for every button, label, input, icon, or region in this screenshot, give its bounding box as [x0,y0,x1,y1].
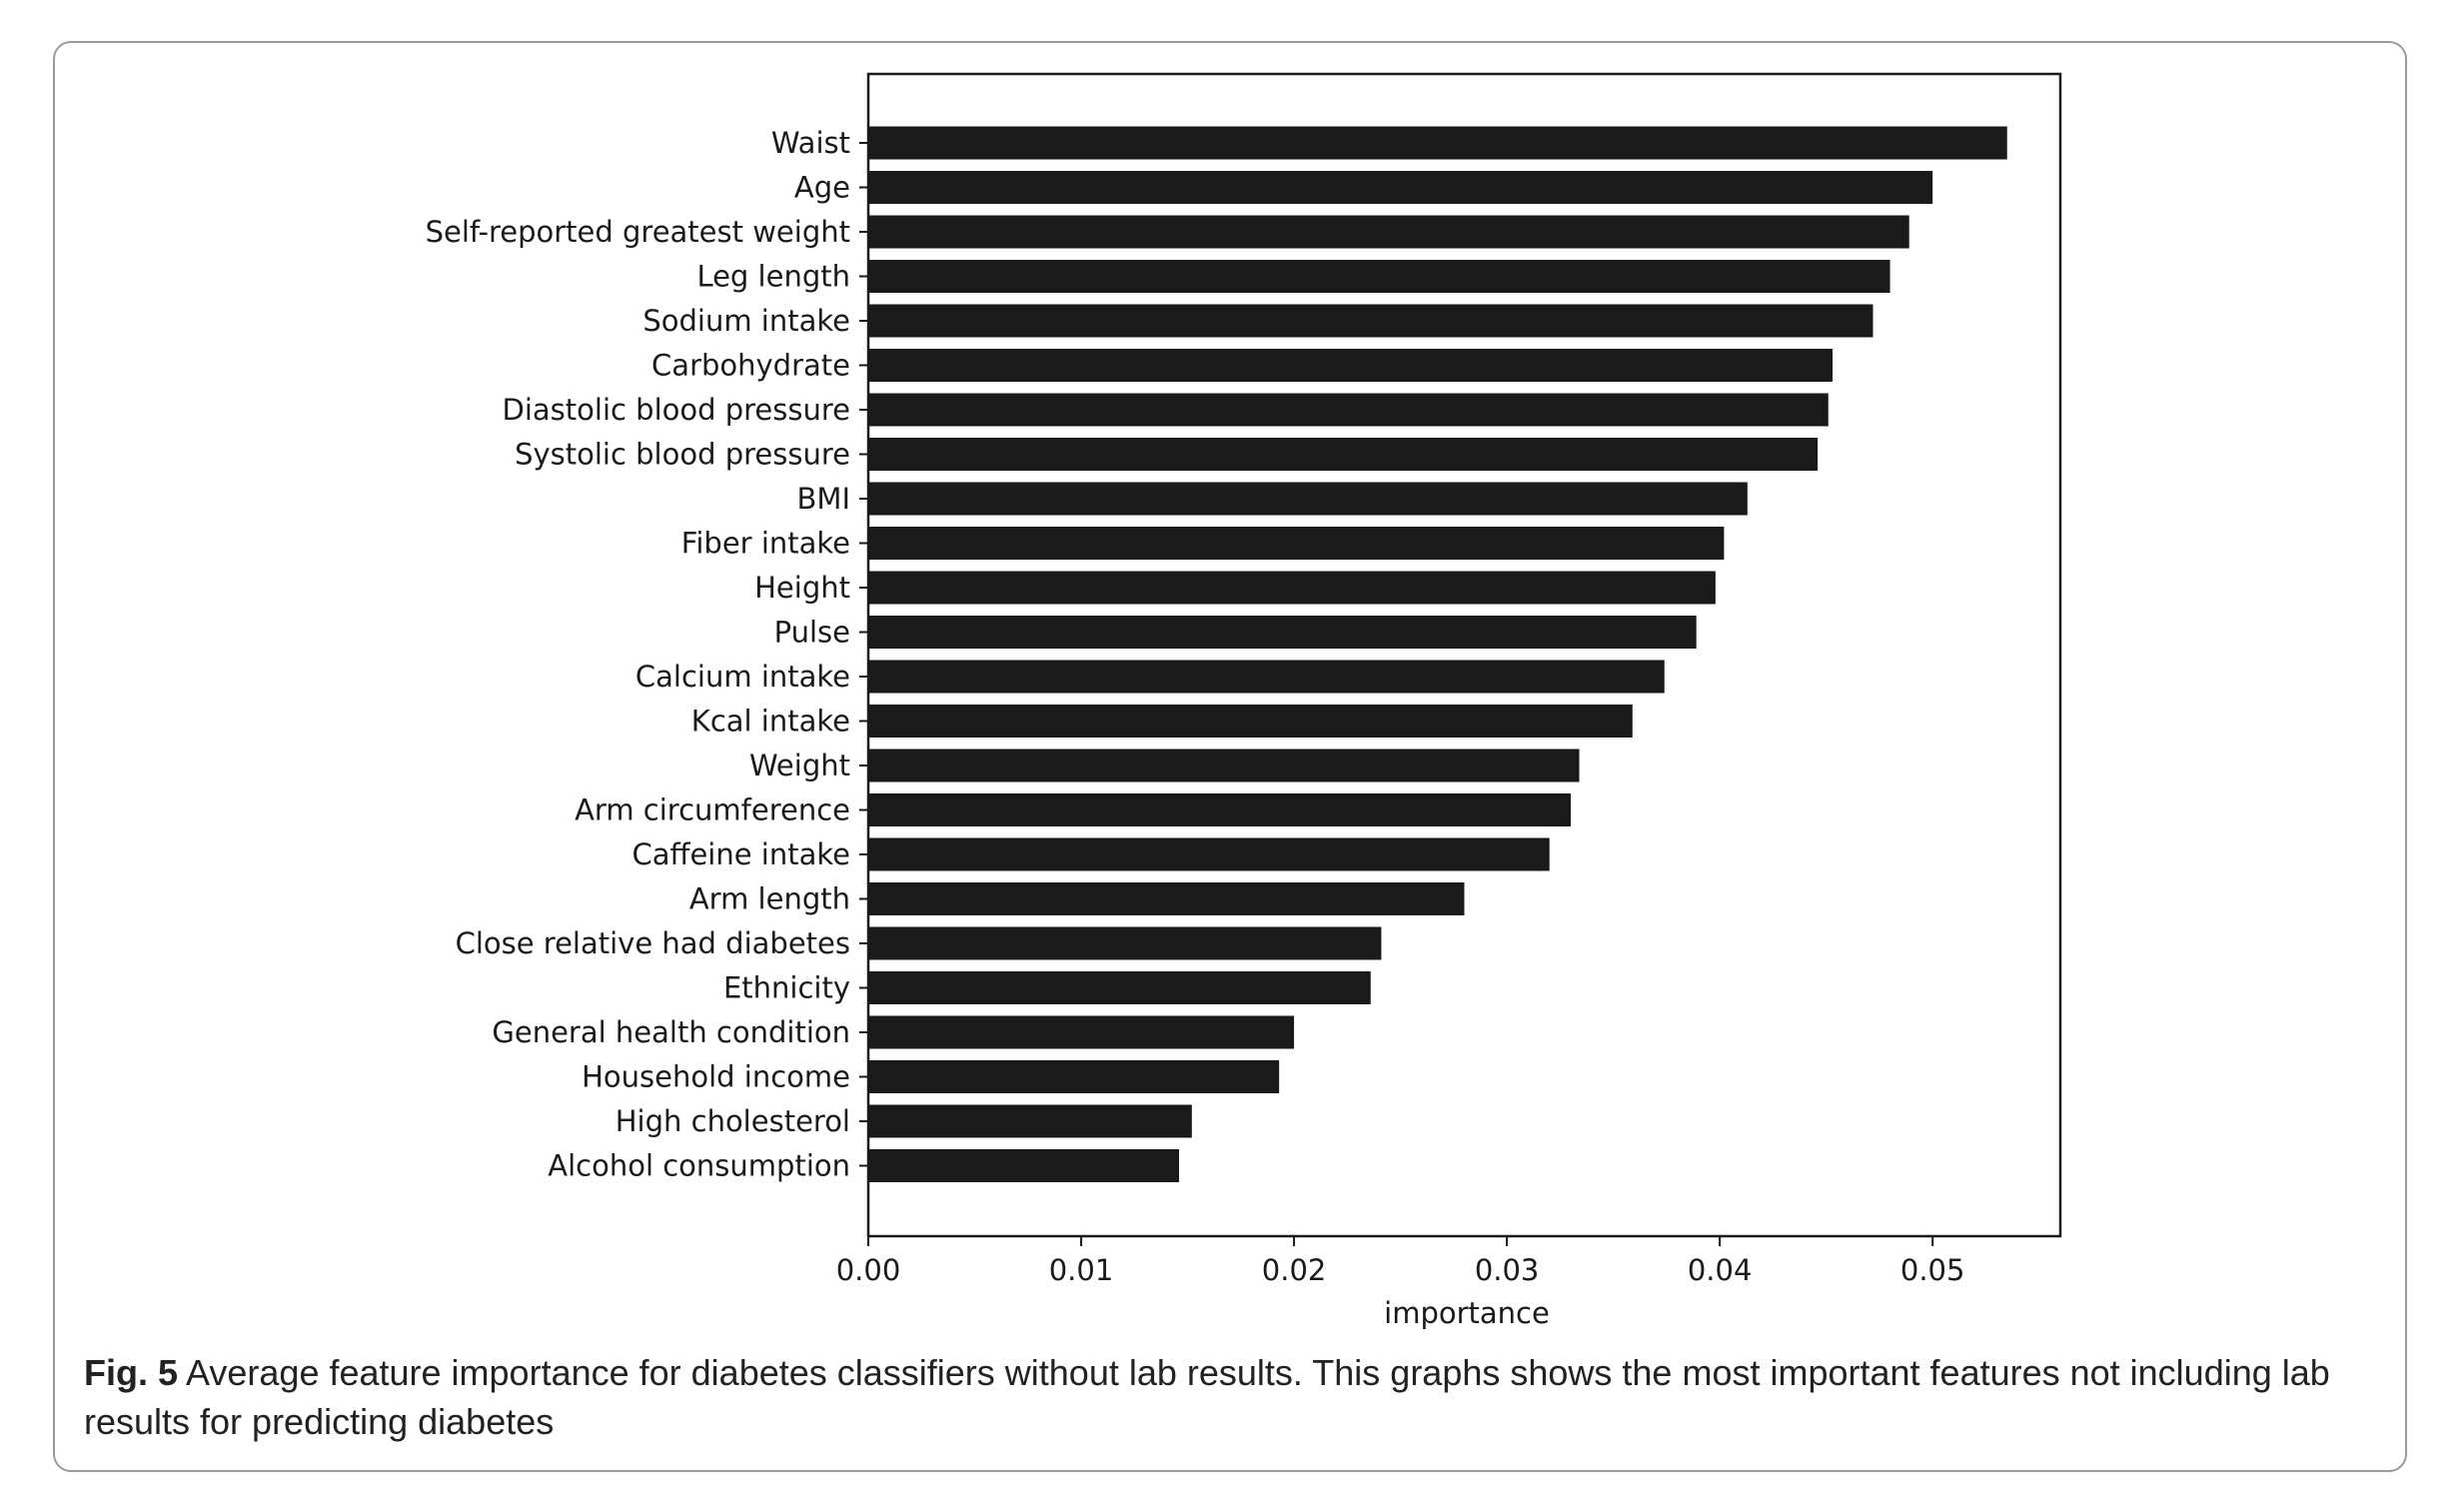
y-tick-label: Household income [582,1060,850,1094]
bar [868,1104,1192,1138]
bar [868,482,1748,516]
bar [868,171,1933,204]
bar [868,571,1716,605]
y-tick-label: Arm circumference [575,793,850,827]
y-tick-label: Sodium intake [642,304,850,338]
bar [868,705,1633,738]
y-tick-label: BMI [797,482,850,516]
bar [868,1149,1180,1182]
y-tick-label: Height [754,571,850,605]
y-tick-label: Caffeine intake [631,837,850,871]
y-tick-label: General health condition [492,1015,850,1049]
bar [868,527,1725,560]
x-tick-label: 0.05 [1900,1253,1965,1287]
caption-label: Fig. 5 [84,1352,179,1393]
y-tick-label: Fiber intake [681,527,850,561]
y-tick-label: Pulse [774,616,850,650]
y-tick-label: Age [794,171,850,205]
figure-caption: Fig. 5 Average feature importance for di… [84,1348,2362,1446]
y-tick-label: Carbohydrate [651,349,850,383]
y-tick-label: Alcohol consumption [548,1149,850,1183]
y-tick-label: Diastolic blood pressure [503,393,851,427]
bar [868,660,1665,694]
bar [868,926,1382,960]
y-tick-label: Leg length [696,260,850,294]
bar [868,260,1890,293]
x-axis-label: importance [1384,1296,1550,1330]
x-tick-label: 0.00 [836,1253,901,1287]
bar [868,1015,1295,1049]
x-tick-label: 0.03 [1475,1253,1540,1287]
bar [868,438,1819,471]
caption-text: Average feature importance for diabetes … [84,1352,2330,1442]
bar [868,793,1572,826]
y-tick-label: Close relative had diabetes [456,926,850,960]
x-tick-label: 0.01 [1049,1253,1114,1287]
y-tick-label: Arm length [689,882,850,916]
y-tick-label: High cholesterol [616,1104,850,1138]
bar [868,1060,1280,1093]
bar [868,749,1580,782]
x-tick-label: 0.04 [1688,1253,1753,1287]
y-tick-label: Kcal intake [691,705,850,739]
y-tick-label: Weight [749,749,850,782]
bar [868,837,1550,871]
bar [868,971,1371,1004]
bar [868,616,1697,649]
y-tick-label: Self-reported greatest weight [426,215,850,249]
y-tick-label: Ethnicity [723,971,850,1005]
bar [868,304,1873,338]
bar [868,882,1465,915]
y-tick-label: Calcium intake [635,660,850,694]
bar [868,215,1909,249]
bar [868,349,1834,382]
y-tick-label: Systolic blood pressure [515,438,850,472]
plot-area-frame [866,72,2062,1238]
bar [868,126,2007,160]
y-tick-label: Waist [771,126,850,160]
x-tick-label: 0.02 [1262,1253,1327,1287]
bar [868,393,1829,427]
